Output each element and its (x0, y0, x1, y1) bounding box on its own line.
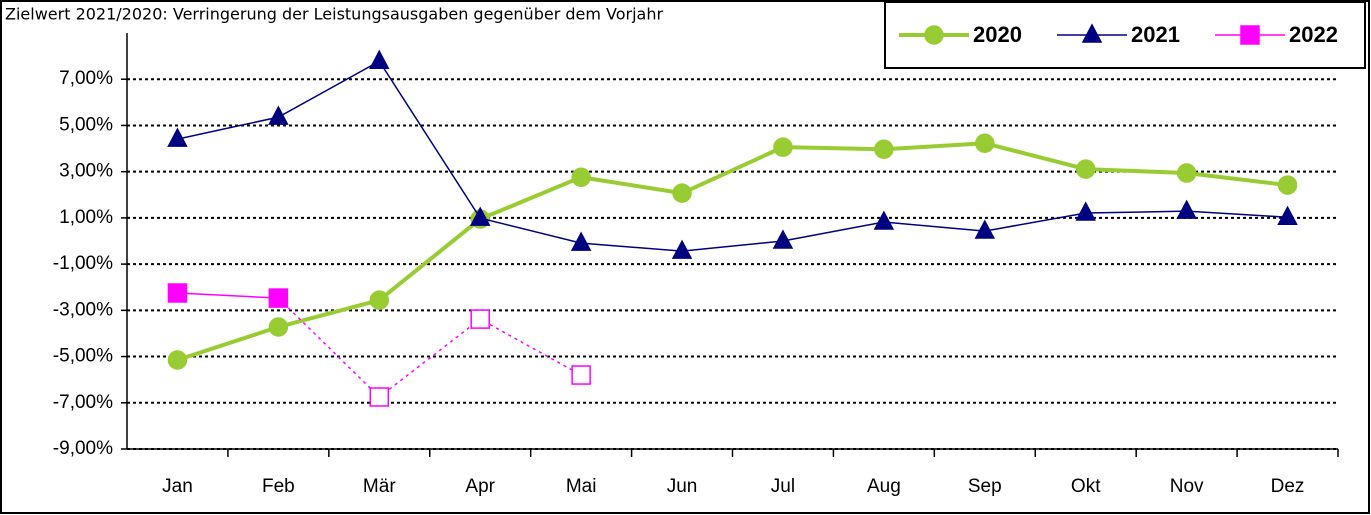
x-tick-label: Okt (1071, 476, 1101, 497)
marker (268, 105, 289, 125)
marker (974, 219, 996, 239)
marker (571, 365, 591, 385)
x-tick-label: Jan (162, 476, 193, 497)
y-tick-label: 3,00% (59, 161, 113, 182)
marker (167, 350, 188, 370)
marker (1277, 205, 1298, 225)
marker (469, 206, 491, 226)
marker (369, 387, 390, 407)
series-line (177, 60, 1288, 252)
marker (268, 288, 289, 308)
y-tick-label: 5,00% (59, 114, 113, 135)
x-tick-label: Jul (771, 476, 795, 497)
y-tick-label: -1,00% (53, 253, 113, 274)
marker (167, 283, 188, 303)
marker (570, 231, 592, 251)
marker (1176, 163, 1197, 183)
marker (571, 167, 591, 187)
marker (1075, 201, 1096, 221)
marker (772, 229, 794, 249)
marker (672, 183, 692, 203)
marker (975, 133, 995, 153)
legend-marker (1240, 25, 1260, 45)
y-tick-label: -7,00% (53, 392, 113, 413)
x-tick-label: Jun (667, 476, 698, 497)
x-tick-label: Nov (1170, 476, 1204, 497)
x-tick-label: Feb (262, 476, 295, 497)
marker (470, 309, 490, 329)
x-tick-label: Dez (1271, 476, 1305, 497)
chart-title: Zielwert 2021/2020: Verringerung der Lei… (5, 5, 663, 24)
marker (873, 210, 895, 230)
legend-label: 2020 (973, 22, 1022, 47)
legend-marker (1081, 23, 1103, 43)
marker (773, 137, 793, 157)
legend: 2020 2021 2022 (884, 1, 1366, 69)
y-tick-label: -5,00% (53, 346, 113, 367)
marker (268, 317, 289, 337)
marker (369, 290, 390, 310)
legend-label: 2022 (1289, 22, 1338, 47)
marker (1176, 199, 1197, 219)
x-tick-label: Mär (363, 476, 396, 497)
y-tick-label: -9,00% (53, 438, 113, 459)
y-tick-label: -3,00% (53, 299, 113, 320)
marker (167, 127, 188, 147)
legend-marker (924, 25, 944, 45)
marker (671, 239, 693, 259)
x-tick-label: Sep (968, 476, 1002, 497)
marker (369, 49, 390, 69)
marker (1277, 175, 1298, 195)
x-tick-label: Mai (566, 476, 597, 497)
y-tick-label: 7,00% (59, 68, 113, 89)
marker (874, 139, 894, 159)
series-line (277, 297, 582, 398)
x-tick-label: Apr (465, 476, 495, 497)
series-line (176, 141, 1288, 362)
marker (1075, 159, 1096, 179)
series-line (177, 292, 279, 299)
legend-label: 2021 (1131, 22, 1180, 47)
y-tick-label: 1,00% (59, 207, 113, 228)
x-tick-label: Aug (867, 476, 901, 497)
